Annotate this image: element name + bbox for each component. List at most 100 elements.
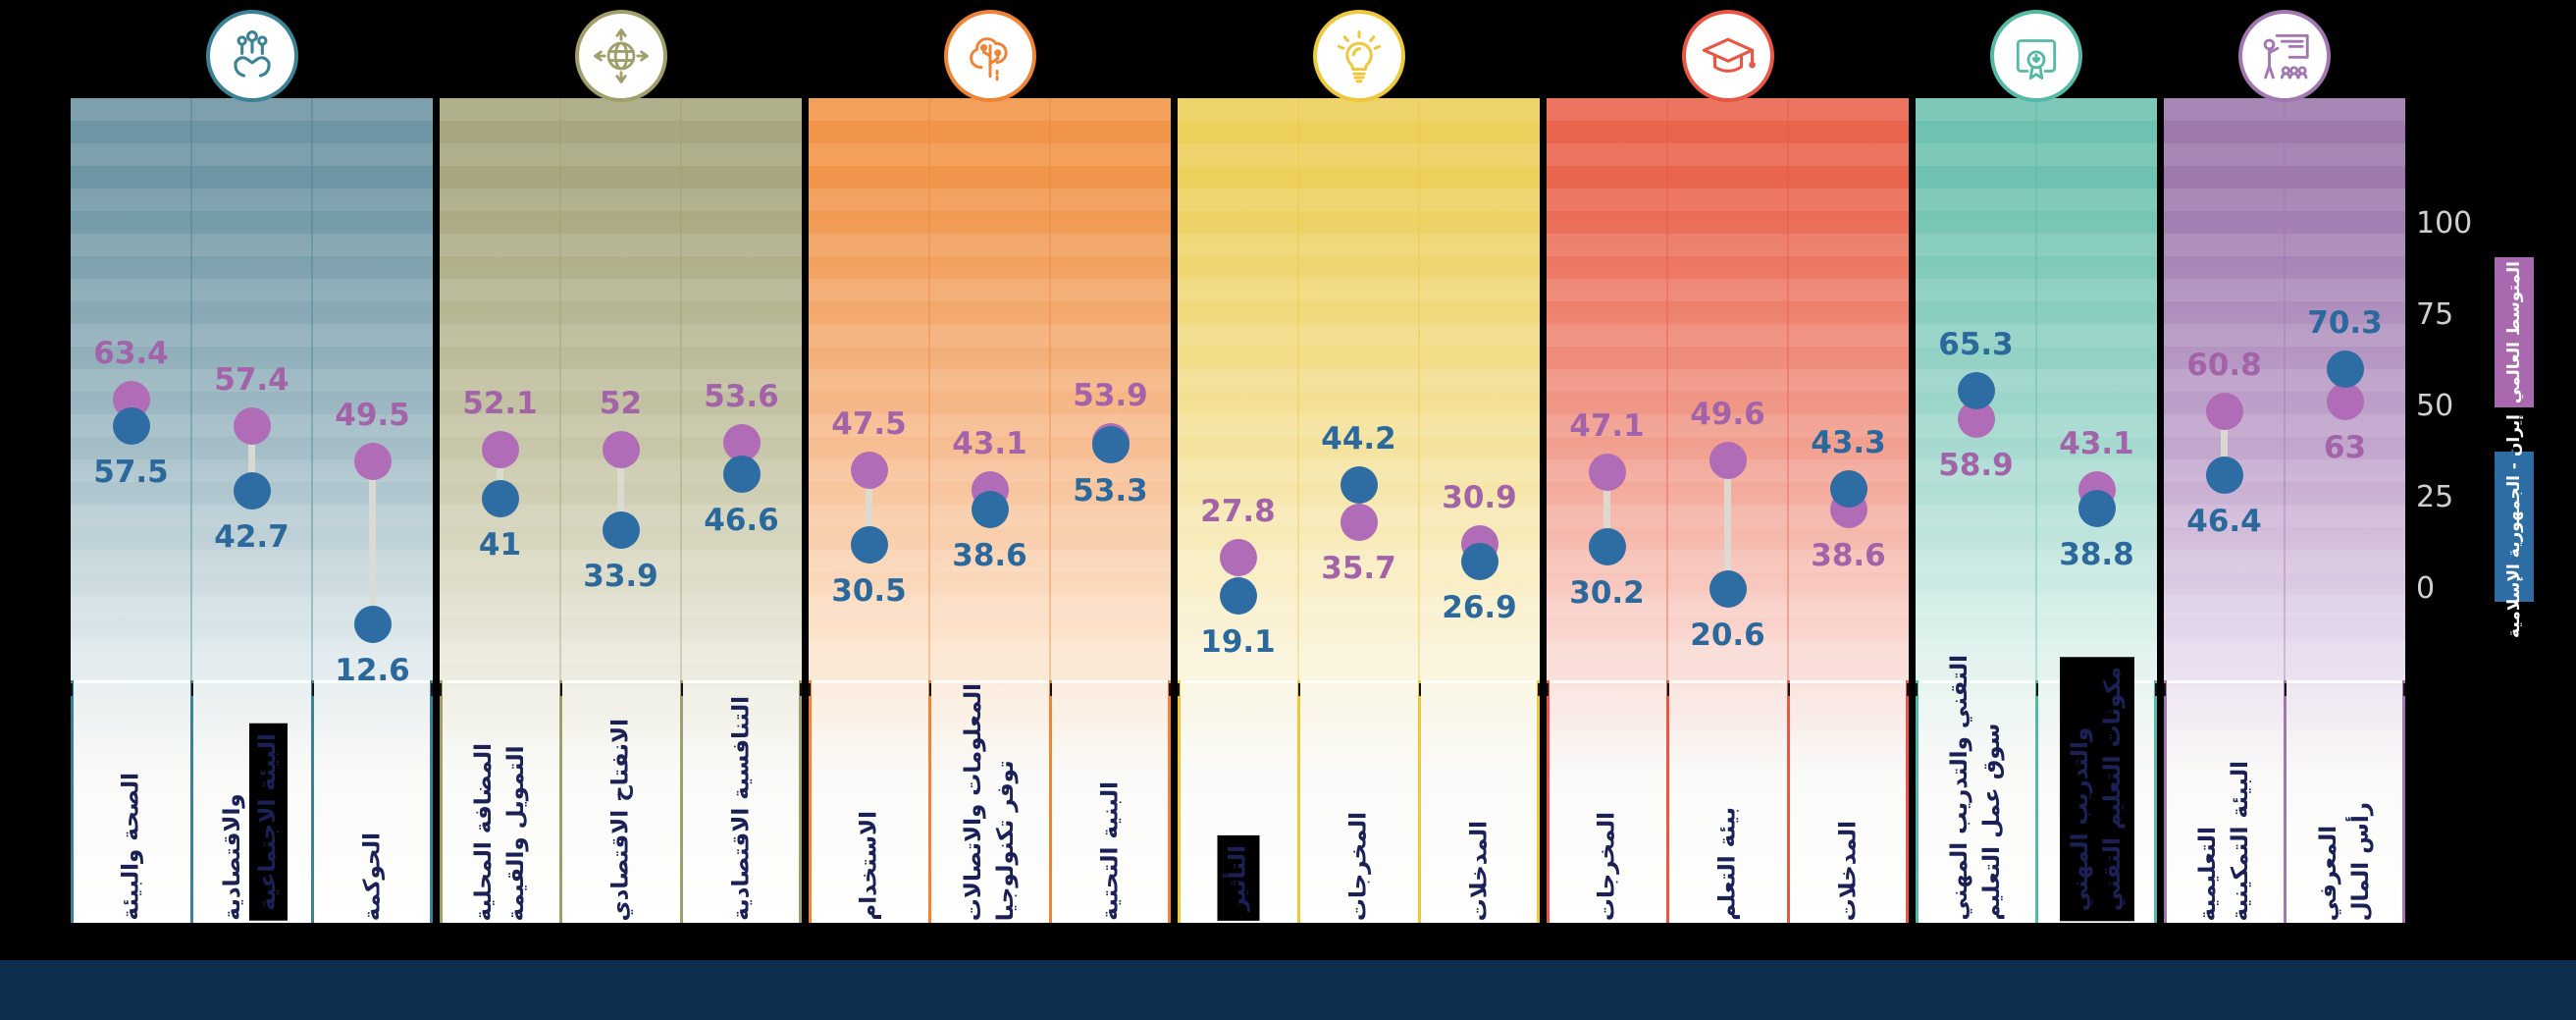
category-label: رأس المال المعرفي bbox=[2313, 802, 2378, 921]
global-value-label: 43.1 bbox=[2059, 425, 2134, 461]
category-label-line: المضافة المحلية bbox=[470, 742, 497, 922]
category-label-line: مكونات التعليم التقني bbox=[2099, 666, 2126, 911]
global-value-label: 38.6 bbox=[1811, 537, 1886, 573]
global-average-dot bbox=[1588, 453, 1626, 491]
category-label: مكونات التعليم التقني والتدريب المهني bbox=[2059, 656, 2134, 921]
axis-zero-line bbox=[71, 680, 433, 683]
iran-value-label: 42.7 bbox=[214, 519, 289, 556]
category-label: المدخلات bbox=[1463, 821, 1496, 921]
category-label: البيئة التمكينية التعليمية bbox=[2192, 761, 2257, 921]
y-axis-tick-label: 0 bbox=[2416, 571, 2436, 606]
iran-value-label: 41 bbox=[478, 527, 522, 564]
category-label: سوق عمل التعليم التقني والتدريب المهني bbox=[1944, 655, 2009, 921]
column-separator bbox=[2402, 680, 2405, 923]
iran-value-label: 46.4 bbox=[2186, 503, 2262, 539]
category-label-line: البيئة الاجتماعية bbox=[248, 724, 288, 921]
axis-tick-mark bbox=[929, 683, 931, 696]
iran-dot bbox=[353, 606, 392, 644]
iran-dot bbox=[1709, 570, 1747, 609]
axis-zero-line bbox=[1547, 680, 1909, 683]
global-value-label: 53.9 bbox=[1073, 377, 1148, 413]
y-axis-tick-label: 75 bbox=[2416, 297, 2454, 332]
column-separator bbox=[559, 98, 561, 680]
category-label-line: التقني والتدريب المهني bbox=[1946, 655, 1972, 921]
column-separator bbox=[1666, 98, 1668, 680]
iran-dot bbox=[1829, 469, 1867, 508]
axis-tick-mark bbox=[1547, 683, 1549, 696]
vocational-certificate-icon bbox=[2016, 39, 2057, 81]
axis-tick-mark bbox=[431, 683, 433, 696]
category-label: التأثير bbox=[1217, 835, 1259, 921]
axis-tick-mark bbox=[1667, 683, 1669, 696]
column-separator bbox=[2035, 680, 2038, 923]
global-value-label: 47.1 bbox=[1569, 407, 1645, 444]
column-separator bbox=[1537, 680, 1540, 923]
axis-tick-mark bbox=[1538, 683, 1540, 696]
category-label: التمويل والقيمة المضافة المحلية bbox=[468, 743, 533, 922]
category-label-line: التأثير bbox=[1225, 845, 1250, 911]
global-value-label: 63 bbox=[2323, 429, 2367, 465]
category-label: التنافسية الاقتصادية bbox=[725, 696, 758, 921]
axis-tick-mark bbox=[71, 683, 73, 696]
column-separator bbox=[71, 680, 74, 923]
column-separator bbox=[1049, 680, 1052, 923]
iran-value-label: 65.3 bbox=[1938, 327, 2014, 363]
category-label: البيئة الاجتماعية والاقتصادية bbox=[217, 724, 288, 921]
teaching-presentation-icon bbox=[2263, 33, 2309, 80]
pillar-icon-badge bbox=[574, 10, 667, 102]
pillar-icon-badge bbox=[205, 10, 298, 102]
category-label: المخرجات bbox=[1342, 812, 1375, 921]
axis-tick-mark bbox=[2403, 683, 2405, 696]
axis-tick-mark bbox=[2036, 683, 2038, 696]
iran-value-label: 30.5 bbox=[831, 573, 907, 610]
iran-dot bbox=[1340, 465, 1378, 504]
column-separator bbox=[1787, 98, 1789, 680]
iran-dot bbox=[233, 472, 271, 510]
column-separator bbox=[1178, 680, 1181, 923]
global-value-label: 53.6 bbox=[704, 379, 779, 415]
global-average-dot bbox=[850, 451, 888, 489]
axis-tick-mark bbox=[1916, 683, 1918, 696]
column-separator bbox=[2154, 680, 2157, 923]
axis-tick-mark bbox=[1788, 683, 1790, 696]
global-average-dot bbox=[2326, 382, 2364, 420]
column-separator bbox=[680, 680, 683, 923]
y-axis-tick-label: 100 bbox=[2416, 206, 2473, 241]
category-label-line: سوق عمل التعليم bbox=[1978, 724, 2005, 921]
axis-tick-mark bbox=[560, 683, 562, 696]
iran-value-label: 53.3 bbox=[1073, 472, 1148, 509]
column-separator bbox=[1418, 98, 1420, 680]
axis-tick-mark bbox=[681, 683, 683, 696]
dumbbell-connector bbox=[248, 426, 255, 492]
column-separator bbox=[1787, 680, 1790, 923]
community-in-hands-icon bbox=[233, 30, 271, 78]
global-value-label: 52.1 bbox=[462, 386, 538, 422]
global-average-dot bbox=[1340, 503, 1378, 541]
global-value-label: 57.4 bbox=[214, 362, 289, 399]
category-label-line: توفر تكنولوجيا bbox=[992, 760, 1019, 921]
iran-dot bbox=[1460, 542, 1498, 580]
iran-value-label: 46.6 bbox=[704, 502, 779, 538]
dumbbell-connector bbox=[497, 450, 503, 500]
category-label: الانفتاح الاقتصادي bbox=[605, 719, 637, 921]
category-label-line: رأس المال bbox=[2347, 801, 2374, 921]
category-label-line: المعلومات والاتصالات bbox=[960, 682, 986, 921]
pillar-icon-badge bbox=[2238, 10, 2331, 102]
global-average-dot bbox=[1709, 442, 1747, 480]
pillar-icon-badge bbox=[1681, 10, 1774, 102]
global-average-dot bbox=[353, 442, 392, 480]
iran-dot bbox=[1219, 576, 1257, 615]
column-separator bbox=[1916, 680, 1919, 923]
column-separator bbox=[559, 680, 562, 923]
axis-tick-mark bbox=[440, 683, 442, 696]
column-separator bbox=[1168, 680, 1171, 923]
global-average-dot bbox=[2205, 392, 2243, 430]
iran-dot bbox=[1957, 372, 1995, 410]
axis-tick-mark bbox=[809, 683, 811, 696]
column-separator bbox=[809, 680, 812, 923]
axis-tick-mark bbox=[1050, 683, 1052, 696]
dumbbell-connector bbox=[2221, 410, 2228, 475]
iran-dot bbox=[2326, 349, 2364, 388]
column-separator bbox=[1049, 98, 1051, 680]
column-separator bbox=[2284, 680, 2287, 923]
